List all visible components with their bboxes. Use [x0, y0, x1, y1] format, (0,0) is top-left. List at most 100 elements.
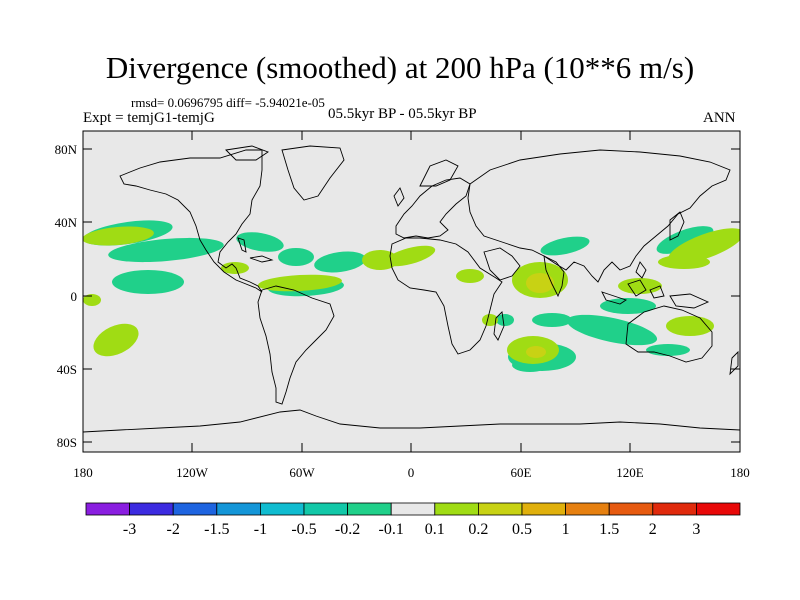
colorbar-label-7: 0.1	[425, 521, 445, 538]
shade-patch-pos-3	[93, 323, 139, 357]
coast-asia	[467, 149, 731, 283]
shade-patch-neg-5	[278, 248, 314, 266]
coast-caribbean	[249, 255, 274, 263]
colorbar-label-4: -0.5	[291, 521, 316, 538]
colorbar-swatch-2	[172, 502, 218, 516]
colorbar	[85, 502, 741, 516]
colorbar-label-9: 0.5	[512, 521, 532, 538]
colorbar-swatch-1	[129, 502, 174, 516]
lon-ticks	[82, 131, 741, 452]
coast-philippines	[635, 261, 647, 279]
colorbar-swatch-7	[390, 502, 436, 516]
lat-label-40n: 40N	[55, 215, 78, 230]
shade-patch-pos-14	[668, 228, 740, 264]
coast-sumatra-java	[601, 291, 628, 305]
coast-europe	[395, 177, 471, 239]
lon-tick-labels: 180 120W 60W 0 60E 120E 180	[73, 465, 750, 480]
shade-patch-pos-15	[658, 255, 710, 269]
shade-patch-neg-14	[646, 344, 690, 356]
lon-label-0: 0	[408, 465, 415, 480]
colorbar-swatch-11	[565, 502, 610, 516]
lon-label-60w: 60W	[289, 465, 315, 480]
coast-japan	[669, 211, 685, 241]
coast-florida	[237, 237, 247, 253]
experiment-label: Expt = temjG1-temjG	[83, 110, 215, 126]
shade-patch-pos-12	[526, 346, 546, 358]
coast-arabia	[483, 247, 521, 281]
coast-north-america	[119, 149, 263, 293]
coast-madagascar	[493, 311, 505, 341]
shade-patch-neg-3	[112, 270, 184, 294]
colorbar-swatch-14	[696, 502, 741, 516]
shade-patch-neg-10	[566, 314, 658, 346]
colorbar-swatch-0	[85, 502, 130, 516]
colorbar-label-11: 1.5	[599, 521, 619, 538]
colorbar-swatch-5	[303, 502, 348, 516]
lat-label-40s: 40S	[57, 362, 77, 377]
lon-label-60e: 60E	[511, 465, 532, 480]
shade-patch-neg-8	[540, 236, 590, 256]
coast-australia	[625, 305, 713, 363]
colorbar-swatch-6	[347, 502, 392, 516]
map-title: Divergence (smoothed) at 200 hPa (10**6 …	[105, 50, 695, 85]
shade-patch-pos-17	[482, 314, 498, 326]
shade-patch-pos-5	[258, 274, 342, 292]
coast-antarctica	[83, 409, 740, 433]
colorbar-label-13: 3	[692, 521, 700, 538]
lon-label-180w: 180	[73, 465, 93, 480]
colorbar-swatch-13	[652, 502, 697, 516]
lon-label-180e: 180	[730, 465, 750, 480]
shade-patch-neg-6	[314, 251, 366, 273]
lon-label-120w: 120W	[176, 465, 209, 480]
colorbar-swatch-10	[521, 502, 566, 516]
coast-africa	[389, 237, 503, 355]
shade-patch-pos-8	[456, 269, 484, 283]
lon-label-120e: 120E	[616, 465, 644, 480]
coast-new-guinea	[669, 293, 710, 309]
colorbar-label-10: 1	[562, 521, 570, 538]
shade-patch-neg-15	[496, 314, 514, 326]
coast-greenland	[281, 145, 345, 201]
coast-arctic-islands	[225, 145, 269, 161]
coast-sulawesi	[649, 285, 665, 299]
lat-tick-labels: 80N 40N 0 40S 80S	[55, 142, 78, 450]
coast-british-isles	[393, 187, 405, 207]
lat-label-80n: 80N	[55, 142, 78, 157]
coast-india	[543, 255, 565, 298]
colorbar-label-3: -1	[254, 521, 267, 538]
colorbar-swatch-4	[259, 502, 305, 516]
lat-ticks	[83, 148, 740, 443]
colorbar-label-6: -0.1	[379, 521, 404, 538]
stats-text: rmsd= 0.0696795 diff= -5.94021e-05	[131, 95, 325, 110]
coastlines	[83, 145, 740, 433]
shade-patch-pos-7	[384, 245, 436, 267]
shade-patch-neg-2	[108, 237, 224, 263]
colorbar-swatch-8	[434, 502, 479, 516]
coast-scandinavia	[419, 159, 459, 187]
coast-borneo	[627, 279, 647, 297]
shade-patch-neg-13	[656, 226, 714, 254]
divergence-shading	[83, 220, 740, 372]
period-label: 05.5kyr BP - 05.5kyr BP	[328, 106, 477, 122]
lat-label-0: 0	[71, 289, 78, 304]
coast-new-zealand	[729, 350, 739, 376]
shade-patch-neg-9	[532, 313, 572, 327]
season-label: ANN	[703, 110, 736, 126]
lat-label-80s: 80S	[57, 435, 77, 450]
colorbar-swatch-12	[608, 502, 654, 516]
shade-patch-pos-2	[83, 294, 101, 306]
colorbar-label-0: -3	[123, 521, 136, 538]
shade-patch-neg-4	[236, 232, 284, 252]
colorbar-labels: -3 -2 -1.5 -1 -0.5 -0.2 -0.1 0.1 0.2 0.5 1 1.5 2 3	[123, 521, 700, 538]
shade-patch-pos-4	[221, 262, 249, 274]
colorbar-label-5: -0.2	[335, 521, 360, 538]
colorbar-label-8: 0.2	[468, 521, 488, 538]
colorbar-label-12: 2	[649, 521, 657, 538]
coast-south-america	[257, 285, 335, 405]
shade-patch-pos-1	[83, 226, 154, 246]
colorbar-label-2: -1.5	[204, 521, 229, 538]
colorbar-swatch-9	[477, 502, 523, 516]
colorbar-label-1: -2	[167, 521, 180, 538]
shade-patch-pos-10	[526, 273, 554, 293]
